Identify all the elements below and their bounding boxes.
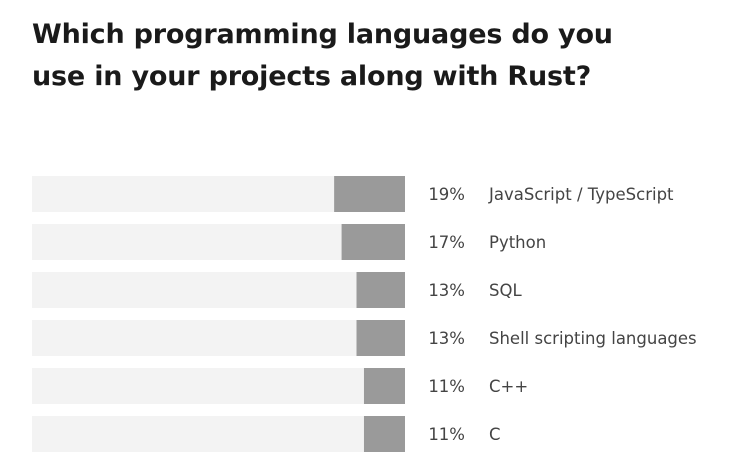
bar-row: 11% C	[32, 416, 501, 452]
chart-title-line-2: use in your projects along with Rust?	[32, 61, 592, 92]
bar	[356, 272, 405, 308]
bar-track	[32, 416, 405, 452]
percentage-label: 19%	[428, 185, 465, 204]
bar-row: 13% SQL	[32, 272, 522, 308]
percentage-label: 11%	[428, 425, 465, 444]
bar	[356, 320, 405, 356]
category-label: C	[489, 425, 501, 444]
bar-row: 13% Shell scripting languages	[32, 320, 697, 356]
percentage-label: 11%	[428, 377, 465, 396]
bar-row: 11% C++	[32, 368, 528, 404]
percentage-label: 13%	[428, 281, 465, 300]
bar-track	[32, 368, 405, 404]
category-label: SQL	[489, 281, 522, 300]
chart-title: Which programming languages do you use i…	[32, 14, 712, 98]
category-label: Shell scripting languages	[489, 329, 697, 348]
chart-title-line-1: Which programming languages do you	[32, 19, 613, 50]
bar-track	[32, 272, 405, 308]
category-label: C++	[489, 377, 528, 396]
category-label: Python	[489, 233, 546, 252]
bar	[363, 416, 405, 452]
bar-track	[32, 320, 405, 356]
category-label: JavaScript / TypeScript	[488, 185, 674, 204]
percentage-label: 13%	[428, 329, 465, 348]
bar	[334, 176, 405, 212]
percentage-label: 17%	[428, 233, 465, 252]
bar-row: 17% Python	[32, 224, 546, 260]
bar-row: 19% JavaScript / TypeScript	[32, 176, 674, 212]
bar	[363, 368, 405, 404]
bar	[341, 224, 405, 260]
